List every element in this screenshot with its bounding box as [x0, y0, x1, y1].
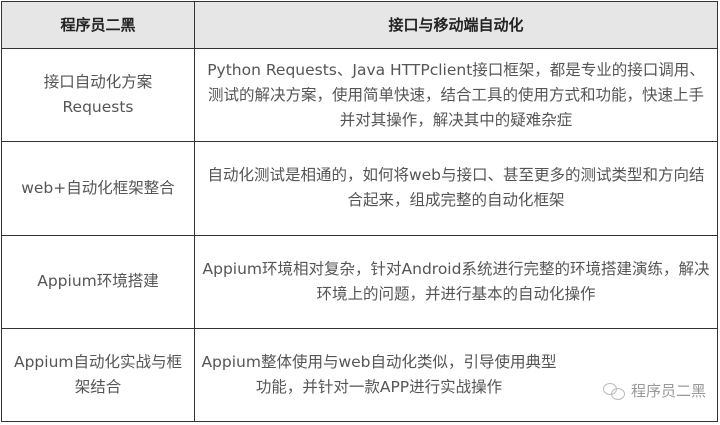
row-description: Appium环境相对复杂，针对Android系统进行完整的环境搭建演练，解决环境… — [194, 234, 718, 329]
row-description: Python Requests、Java HTTPclient接口框架，都是专业… — [194, 48, 718, 143]
row-description: 自动化测试是相通的，如何将web与接口、甚至更多的测试类型和方向结合起来，组成完… — [194, 141, 718, 236]
row-topic: web+自动化框架整合 — [1, 141, 195, 236]
table-row: 接口自动化方案 Requests Python Requests、Java HT… — [1, 48, 718, 143]
table-row: Appium自动化实战与框架结合 Appium整体使用与web自动化类似，引导使… — [1, 327, 718, 423]
table-row: web+自动化框架整合 自动化测试是相通的，如何将web与接口、甚至更多的测试类… — [1, 141, 718, 236]
table-header-row: 程序员二黑 接口与移动端自动化 — [1, 0, 718, 50]
watermark-text: 程序员二黑 — [630, 382, 706, 400]
row-topic: Appium自动化实战与框架结合 — [1, 327, 195, 423]
table-row: Appium环境搭建 Appium环境相对复杂，针对Android系统进行完整的… — [1, 234, 718, 329]
wechat-icon — [602, 382, 625, 400]
header-col-2: 接口与移动端自动化 — [194, 0, 718, 50]
row-topic: 接口自动化方案 Requests — [1, 48, 195, 143]
row-topic: Appium环境搭建 — [1, 234, 195, 329]
header-col-1: 程序员二黑 — [1, 0, 195, 50]
watermark: 程序员二黑 — [602, 380, 706, 401]
row-description: Appium整体使用与web自动化类似，引导使用典型功能，并针对一款APP进行实… — [194, 327, 718, 423]
